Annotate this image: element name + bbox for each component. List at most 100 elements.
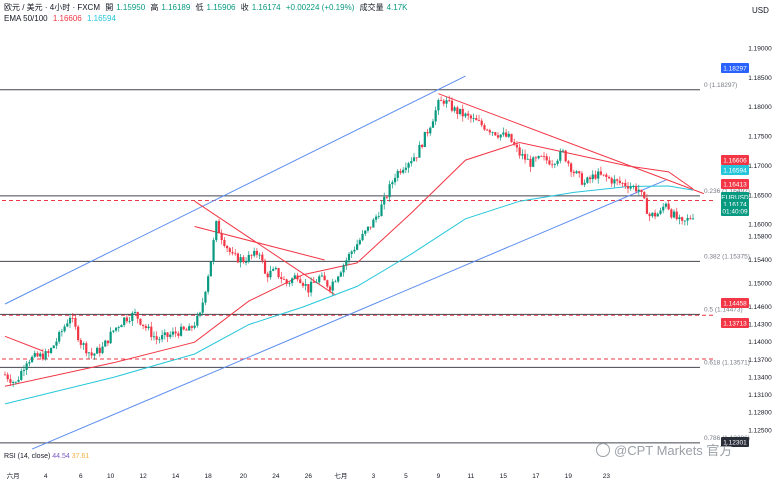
candle-body <box>410 161 413 164</box>
price-label-text: 1.12301 <box>723 440 747 447</box>
ema100-line <box>4 185 694 405</box>
candle-body <box>296 275 299 280</box>
price-tick-label: 1.13700 <box>748 357 772 364</box>
candle-body <box>277 268 280 278</box>
candle-body <box>331 281 334 291</box>
price-tick-label: 1.13400 <box>748 374 772 381</box>
candle-body <box>621 182 624 184</box>
fib-level-label: 0 (1.18297) <box>704 82 737 89</box>
candle-body <box>171 331 175 335</box>
candle-body <box>177 333 180 336</box>
candle-body <box>131 312 134 321</box>
price-label-text: 1.16594 <box>723 168 747 175</box>
candle-body <box>523 154 527 160</box>
ema-label[interactable]: EMA 50/100 <box>4 14 48 23</box>
candle-body <box>358 240 361 245</box>
candle-body <box>166 332 169 337</box>
candle-body <box>450 100 454 111</box>
candle-body <box>120 325 123 328</box>
candle-body <box>231 251 234 254</box>
candle-body <box>163 332 166 336</box>
price-tick-label: 1.17000 <box>748 163 772 170</box>
candle-body <box>193 325 196 328</box>
ema50-line <box>4 141 694 387</box>
candle-body <box>47 351 50 353</box>
candle-body <box>22 369 26 372</box>
candle-body <box>540 156 543 157</box>
candle-body <box>179 326 183 336</box>
candle-body <box>361 233 364 241</box>
candle-body <box>337 276 340 282</box>
candle-body <box>258 254 261 256</box>
candle-body <box>578 171 581 174</box>
rsi-legend[interactable]: RSI (14, close) 44.54 37.61 <box>4 453 89 460</box>
candle-body <box>326 280 329 287</box>
trendline <box>438 93 704 195</box>
candle-body <box>209 261 212 277</box>
candle-body <box>461 108 464 117</box>
candle-body <box>136 311 139 319</box>
candle-body <box>269 270 272 278</box>
price-tick-label: 1.13100 <box>748 392 772 399</box>
candle-body <box>33 353 36 357</box>
candle-body <box>515 144 519 148</box>
candle-body <box>683 220 686 222</box>
symbol-title[interactable]: 欧元 / 美元 · 4小时 · FXCM <box>4 3 100 12</box>
price-label-text: 1.16413 <box>723 182 747 189</box>
candle-body <box>71 317 74 319</box>
candle-body <box>521 154 524 156</box>
trendline <box>31 179 667 450</box>
watermark: @CPT Markets 官方 <box>596 440 732 459</box>
price-tick-label: 1.15800 <box>748 233 772 240</box>
candle-body <box>152 336 156 338</box>
candle-body <box>228 248 231 252</box>
candle-body <box>388 184 391 198</box>
time-tick-label: 24 <box>272 473 280 480</box>
candle-body <box>58 332 61 342</box>
price-tick-label: 1.14000 <box>748 339 772 346</box>
candle-body <box>542 156 546 157</box>
time-tick-label: 14 <box>172 473 180 480</box>
candle-body <box>77 326 80 341</box>
time-tick-label: 26 <box>305 473 313 480</box>
candle-body <box>456 107 459 114</box>
candle-body <box>651 212 654 217</box>
candle-body <box>391 182 394 185</box>
candle-body <box>369 226 372 228</box>
high-label: 高 <box>150 3 159 12</box>
candle-body <box>664 203 668 207</box>
candle-body <box>60 331 63 333</box>
candle-body <box>104 340 107 347</box>
price-label-text: 1.18297 <box>723 66 747 73</box>
candle-body <box>366 226 370 231</box>
candle-body <box>266 273 269 278</box>
candle-body <box>429 127 432 134</box>
candle-body <box>55 341 58 346</box>
fib-level-label: 0.236 (1.16492) <box>704 188 750 195</box>
ema50-value: 1.16606 <box>52 14 82 23</box>
time-axis: 六月 4 6 10 12 14 18 20 24 26 七月 3 5 9 11 15 17 19 23 <box>7 471 611 480</box>
time-tick-label: 5 <box>404 473 408 480</box>
candle-body <box>74 317 77 327</box>
time-tick-label: 20 <box>240 473 248 480</box>
candle-body <box>407 163 410 168</box>
candle-body <box>244 261 248 263</box>
price-label-text: 1.16606 <box>723 158 747 165</box>
time-tick-label: 10 <box>107 473 115 480</box>
candle-body <box>464 113 467 117</box>
time-tick-label: 6 <box>79 473 83 480</box>
candle-body <box>637 189 640 192</box>
candle-body <box>553 163 556 165</box>
candle-body <box>510 133 513 143</box>
candle-body <box>93 353 96 356</box>
candle-body <box>494 132 497 136</box>
volume-label: 成交量 <box>359 3 384 12</box>
watermark-text: @CPT Markets 官方 <box>614 443 733 458</box>
candle-body <box>380 204 383 217</box>
candle-body <box>458 108 462 114</box>
candle-body <box>41 353 45 360</box>
candle-body <box>63 326 66 332</box>
candle-body <box>6 374 9 380</box>
price-tick-label: 1.18000 <box>748 104 772 111</box>
